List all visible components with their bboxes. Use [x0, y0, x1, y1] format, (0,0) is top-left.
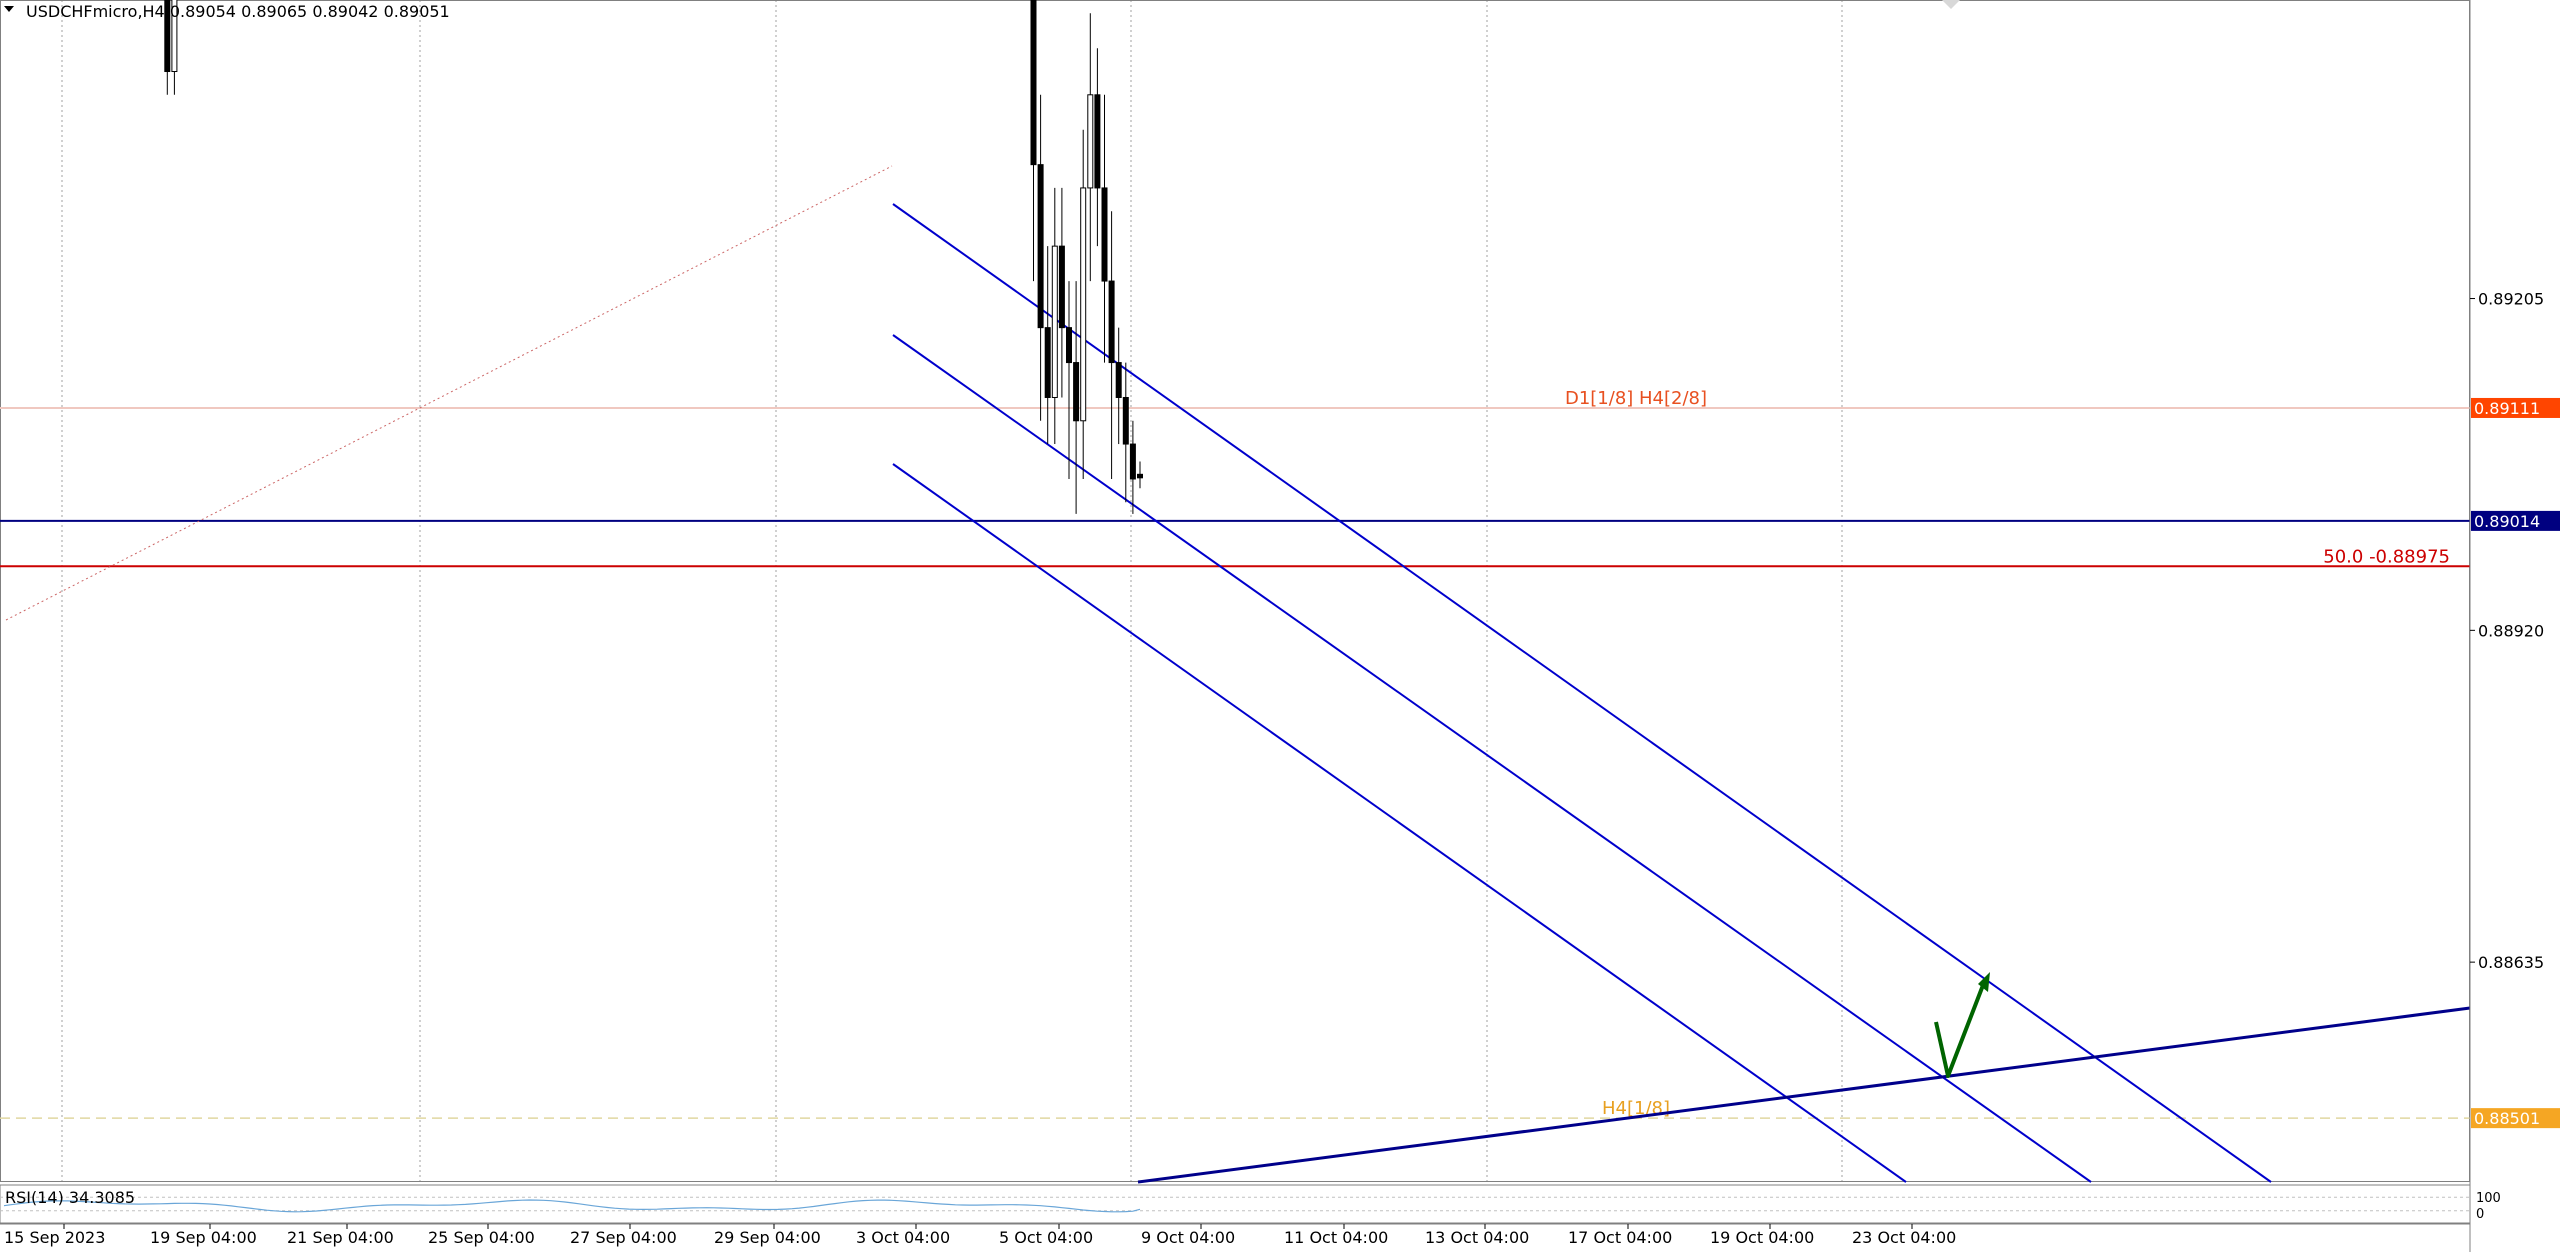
time-tick-label: 21 Sep 04:00	[287, 1228, 394, 1247]
rsi-label: RSI(14) 34.3085	[5, 1188, 135, 1207]
price-tag	[2471, 397, 2560, 418]
time-tick-label: 29 Sep 04:00	[714, 1228, 821, 1247]
candle-body	[1051, 245, 1058, 398]
candle-body	[1129, 443, 1136, 480]
channel-upper	[892, 203, 2272, 1183]
price-tag	[2471, 1108, 2560, 1129]
candle-body	[1122, 396, 1129, 445]
time-tick-label: 27 Sep 04:00	[570, 1228, 677, 1247]
candle-body	[171, 0, 178, 73]
symbol-header: USDCHFmicro,H4 0.89054 0.89065 0.89042 0…	[26, 2, 450, 21]
time-tick-label: 17 Oct 04:00	[1568, 1228, 1672, 1247]
price-tag-label: 0.88501	[2474, 1109, 2540, 1128]
candle-body	[1037, 164, 1044, 329]
price-tag-label: 0.89014	[2474, 512, 2540, 531]
price-axis-bg	[2470, 0, 2560, 1252]
rsi-axis-0: 0	[2476, 1207, 2484, 1222]
time-tick-label: 19 Oct 04:00	[1710, 1228, 1814, 1247]
chart-shift-marker-icon[interactable]	[1942, 0, 1960, 9]
fibo-baseline	[5, 165, 893, 621]
candle-body	[1137, 473, 1143, 479]
time-tick-label: 5 Oct 04:00	[999, 1228, 1093, 1247]
candle-body	[1073, 362, 1080, 422]
candle-body	[1030, 0, 1037, 166]
price-tick-label: 0.89205	[2478, 290, 2544, 309]
time-tick-label: 25 Sep 04:00	[428, 1228, 535, 1247]
candle-body	[1066, 327, 1072, 364]
candle-body	[1044, 327, 1051, 398]
rsi-panel	[0, 1184, 2471, 1224]
candle-body	[1094, 94, 1101, 189]
price-tick-label: 0.88920	[2478, 621, 2544, 640]
time-tick-label: 11 Oct 04:00	[1284, 1228, 1388, 1247]
time-tick-label: 13 Oct 04:00	[1425, 1228, 1529, 1247]
candle-body	[1101, 187, 1108, 282]
time-tick-label: 9 Oct 04:00	[1141, 1228, 1235, 1247]
channel-middle	[892, 334, 2092, 1183]
forecast-arrowhead	[1978, 972, 1990, 992]
rsi-layer	[0, 1184, 2560, 1224]
level-label: 50.0 -0.88975	[2323, 546, 2450, 567]
candle-body	[1087, 94, 1094, 189]
rsi-line	[3, 1199, 1141, 1213]
price-tag-label: 0.89111	[2474, 399, 2540, 418]
time-tick-label: 3 Oct 04:00	[856, 1228, 950, 1247]
price-tag	[2471, 510, 2560, 531]
candle-body	[1108, 280, 1115, 364]
drawing-layer	[5, 165, 2471, 1184]
time-tick-label: 15 Sep 2023	[4, 1228, 105, 1247]
level-label: D1[1/8] H4[2/8]	[1565, 388, 1707, 409]
candle-body	[1115, 362, 1122, 398]
channel-lower	[892, 463, 1907, 1183]
time-tick-label: 23 Oct 04:00	[1852, 1228, 1956, 1247]
candles-layer	[164, 0, 1143, 514]
candle-body	[1058, 245, 1065, 329]
rsi-axis-bg	[2471, 1185, 2560, 1223]
forecast-arrow	[1934, 979, 1987, 1078]
rsi-axis-100: 100	[2476, 1191, 2501, 1206]
candle-body	[1080, 187, 1087, 422]
price-tick-label: 0.88635	[2478, 953, 2544, 972]
candle-body	[164, 0, 171, 73]
time-tick-label: 19 Sep 04:00	[150, 1228, 257, 1247]
collapse-triangle-icon[interactable]	[4, 6, 14, 12]
support-trendline	[1137, 1006, 2471, 1184]
